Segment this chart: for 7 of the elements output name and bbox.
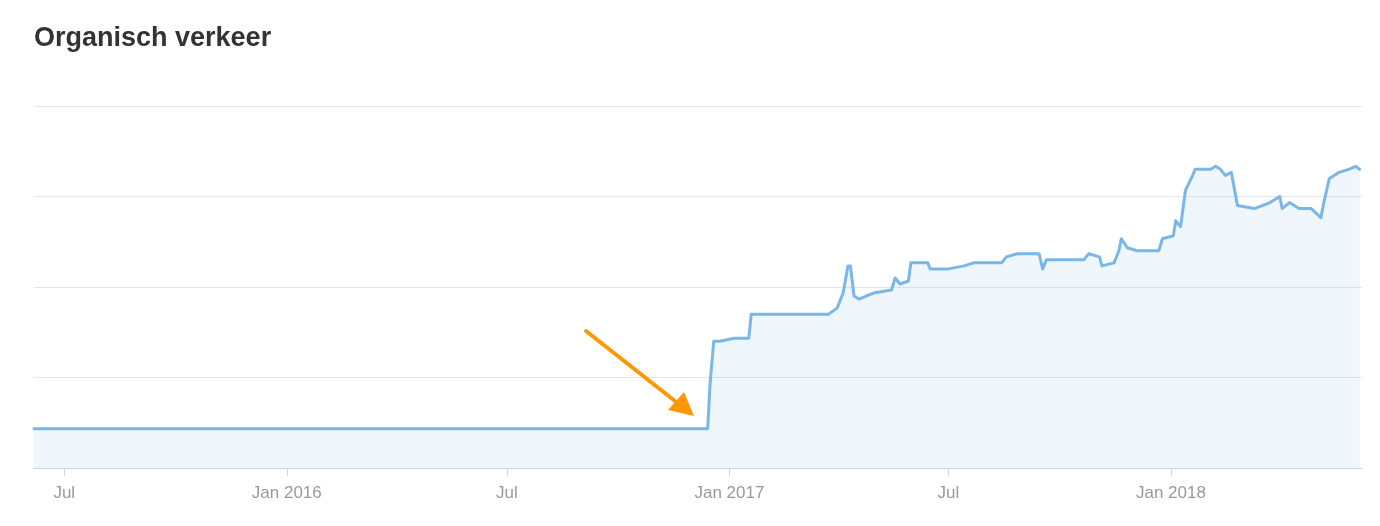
x-tick-label: Jul — [937, 483, 960, 502]
chart-title: Organisch verkeer — [34, 22, 272, 53]
x-tick-label: Jan 2018 — [1135, 483, 1206, 502]
x-tick-label: Jan 2016 — [251, 483, 322, 502]
x-tick-label: Jul — [496, 483, 518, 502]
x-tick-label: Jan 2017 — [694, 483, 765, 502]
x-tick-label: Jul — [53, 483, 76, 502]
